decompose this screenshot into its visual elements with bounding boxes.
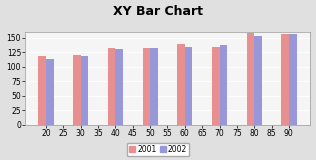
Bar bbox=[150, 48, 158, 125]
Bar bbox=[115, 49, 123, 125]
Bar bbox=[254, 36, 262, 125]
Bar bbox=[289, 34, 296, 125]
Bar bbox=[143, 48, 150, 125]
Bar bbox=[185, 47, 192, 125]
Bar bbox=[220, 45, 227, 125]
Text: XY Bar Chart: XY Bar Chart bbox=[113, 5, 203, 18]
Bar bbox=[73, 55, 81, 125]
Bar bbox=[246, 33, 254, 125]
Bar bbox=[177, 44, 185, 125]
Bar bbox=[108, 48, 115, 125]
Bar bbox=[81, 56, 88, 125]
Bar bbox=[46, 59, 54, 125]
Bar bbox=[39, 56, 46, 125]
Bar bbox=[281, 34, 289, 125]
Legend: 2001, 2002: 2001, 2002 bbox=[126, 143, 190, 156]
Bar bbox=[212, 47, 220, 125]
